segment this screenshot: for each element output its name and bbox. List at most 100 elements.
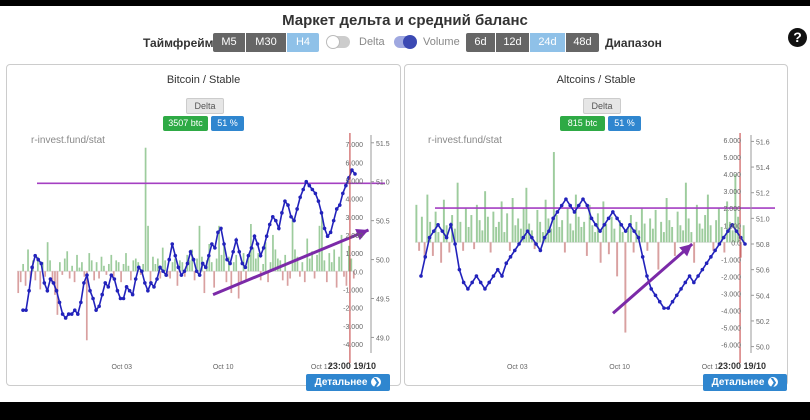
balance-point xyxy=(495,267,500,272)
delta-bar xyxy=(723,242,726,253)
balance-point xyxy=(164,273,168,277)
balance-point xyxy=(619,222,624,227)
balance-point xyxy=(176,265,181,270)
delta-bar xyxy=(348,245,350,272)
balance-point xyxy=(353,172,357,176)
balance-point xyxy=(82,281,86,285)
balance-point xyxy=(572,210,577,214)
delta-percent-badge: 51 % xyxy=(608,116,641,131)
delta-bar xyxy=(289,271,291,279)
delta-bar xyxy=(687,218,690,243)
balance-point xyxy=(258,253,263,258)
volume-toggle[interactable] xyxy=(394,35,417,49)
balance-point xyxy=(200,261,205,266)
balance-point xyxy=(246,253,251,258)
balance-point xyxy=(45,288,50,293)
balance-point xyxy=(645,274,649,278)
balance-point xyxy=(611,210,615,214)
delta-bar xyxy=(333,249,336,272)
delta-bar xyxy=(208,244,211,272)
balance-point xyxy=(692,280,696,285)
delta-bar xyxy=(139,271,142,275)
balance-point xyxy=(39,261,44,266)
delta-bar xyxy=(473,242,476,250)
delta-bar xyxy=(142,263,144,272)
balance-point xyxy=(657,299,662,304)
right-axis-tick: 50.2 xyxy=(756,319,770,326)
delta-bar xyxy=(613,228,616,243)
delta-bar xyxy=(624,242,627,333)
balance-point xyxy=(261,246,266,250)
delta-bar xyxy=(115,260,118,272)
crosshair-label: 23:00 19/10 xyxy=(328,361,376,371)
right-axis-tick: 51.2 xyxy=(756,191,770,198)
delta-bar xyxy=(665,198,668,243)
range-24d-button[interactable]: 24d xyxy=(530,33,565,52)
delta-bar xyxy=(22,263,24,272)
balance-point xyxy=(57,300,62,305)
bottom-border xyxy=(0,402,810,420)
delta-bar xyxy=(98,271,100,279)
timeframe-m5-button[interactable]: M5 xyxy=(213,33,245,52)
balance-point xyxy=(91,296,95,301)
delta-toggle-label: Delta xyxy=(359,36,385,48)
balance-point xyxy=(517,242,521,246)
delta-bar xyxy=(296,256,299,272)
balance-point xyxy=(115,288,120,293)
balance-point xyxy=(136,265,141,270)
balance-point xyxy=(585,203,590,208)
balance-point xyxy=(42,281,47,285)
delta-bar xyxy=(651,228,654,243)
delta-bar xyxy=(188,260,191,272)
left-axis-tick: 0.0 xyxy=(731,240,741,247)
delta-bar xyxy=(525,187,528,243)
delta-bar xyxy=(726,201,729,243)
delta-bar xyxy=(555,215,558,243)
balance-point xyxy=(21,308,25,312)
range-6d-button[interactable]: 6d xyxy=(466,33,495,52)
balance-point xyxy=(94,308,98,312)
balance-point xyxy=(255,242,260,246)
delta-bar xyxy=(448,242,451,253)
delta-bar xyxy=(489,242,492,253)
delta-bar xyxy=(247,256,250,272)
range-12d-button[interactable]: 12d xyxy=(496,33,529,52)
delta-bar xyxy=(533,242,536,250)
delta-bar xyxy=(198,225,201,272)
delta-bar xyxy=(440,242,443,263)
delta-bar xyxy=(514,225,517,243)
balance-point xyxy=(146,288,150,293)
delta-bar xyxy=(144,147,147,272)
details-button[interactable]: Детальнее ❯ xyxy=(306,374,390,391)
range-48d-button[interactable]: 48d xyxy=(566,33,599,52)
right-axis-tick: 50.6 xyxy=(756,268,770,275)
left-axis-tick: -2.000 xyxy=(721,274,741,281)
right-axis-tick: 51.0 xyxy=(756,216,770,223)
delta-bar xyxy=(252,247,255,272)
left-axis-tick: 6.000 xyxy=(723,138,741,145)
delta-bar xyxy=(299,271,301,277)
details-button[interactable]: Детальнее ❯ xyxy=(703,374,787,391)
balance-point xyxy=(551,216,555,221)
balance-point xyxy=(738,235,743,240)
delta-bar xyxy=(196,258,198,272)
balance-point xyxy=(538,248,543,253)
volume-toggle-knob xyxy=(403,35,417,49)
balance-point xyxy=(534,242,538,246)
delta-bar xyxy=(478,220,481,243)
timeframe-h4-button[interactable]: H4 xyxy=(287,33,319,52)
balance-point xyxy=(85,273,89,277)
delta-bar xyxy=(420,216,423,243)
delta-bar xyxy=(629,215,632,243)
delta-bar xyxy=(24,271,27,286)
delta-bar xyxy=(159,271,162,279)
delta-bar xyxy=(100,256,103,272)
right-axis-tick: 51.5 xyxy=(376,141,390,148)
timeframe-m30-button[interactable]: M30 xyxy=(246,33,286,52)
delta-bar xyxy=(308,258,311,272)
delta-toggle[interactable] xyxy=(326,35,350,49)
help-icon[interactable]: ? xyxy=(788,28,807,47)
balance-point xyxy=(234,238,239,242)
left-axis-tick: 3.000 xyxy=(723,189,741,196)
delta-bar xyxy=(269,262,272,272)
